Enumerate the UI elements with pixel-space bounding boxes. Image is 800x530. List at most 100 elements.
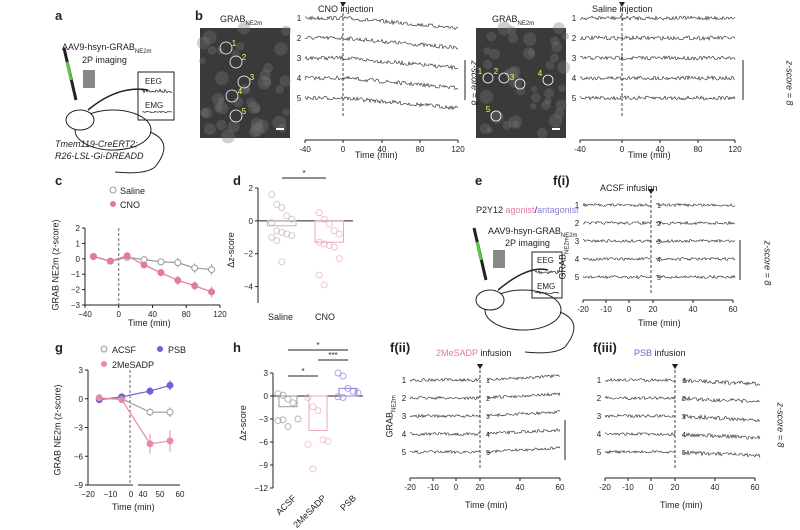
x-tick-label: -10 <box>600 305 612 314</box>
tissue-speckle <box>527 49 535 57</box>
mouse-tail-icon <box>114 131 165 174</box>
x-tick-label: 120 <box>213 310 227 319</box>
ylabel-text: GRAB <box>384 411 395 438</box>
trace-number-post: 3 <box>657 239 661 246</box>
virus-text: AAV9-hsyn-GRAB <box>62 42 135 52</box>
tissue-speckle <box>263 62 274 73</box>
h-bar-2MeSADP <box>308 395 328 431</box>
fiii-pre-trace <box>604 449 676 455</box>
g-point-2MeSADP <box>166 437 174 445</box>
y-tick-label: 1 <box>76 239 81 248</box>
tissue-speckle <box>523 32 537 46</box>
h-data-point <box>304 394 312 402</box>
d-cat-saline: Saline <box>268 312 294 322</box>
trace-number: 2 <box>597 394 602 403</box>
x-tick-label: -20 <box>599 483 611 492</box>
tissue-speckle <box>274 41 288 56</box>
roi-circle <box>229 109 243 123</box>
h-data-point <box>304 440 312 448</box>
h-sig-star: * <box>316 341 319 350</box>
x-tick-label: −10 <box>104 490 118 499</box>
trace-number-post: 1 <box>682 378 686 385</box>
trace-number: 3 <box>297 54 302 63</box>
roi-circle <box>490 110 502 122</box>
trace-number: 1 <box>297 14 302 23</box>
x-tick-label: 20 <box>649 305 658 314</box>
scale-bar <box>552 128 560 130</box>
fii-trace <box>486 446 561 454</box>
g-line-ACSF <box>99 398 170 413</box>
trace-number: 2 <box>297 34 302 43</box>
cno-trace <box>304 55 459 71</box>
y-tick-label: 0 <box>79 395 84 404</box>
trace-number-post: 2 <box>657 221 661 228</box>
fiii-xlabel: Time (min) <box>660 500 703 510</box>
tissue-speckle <box>237 22 251 35</box>
c-point-Saline <box>157 258 165 266</box>
eeg-cable <box>87 88 149 111</box>
roi-circle <box>498 72 510 84</box>
tissue-speckle <box>545 60 555 70</box>
fii-trace <box>486 374 561 382</box>
d-data-point <box>330 227 338 235</box>
tissue-speckle <box>531 92 541 103</box>
d-data-point <box>288 232 296 240</box>
psb-infusion-label: PSB infusion <box>634 348 686 358</box>
saline-arrow-icon <box>619 2 625 7</box>
tissue-speckle <box>251 104 261 114</box>
y-tick-label: 0 <box>76 255 81 264</box>
y-tick-label: −12 <box>254 484 268 493</box>
cno-two-photon-image <box>200 28 290 138</box>
fiii-trace <box>681 414 761 423</box>
tissue-speckle <box>483 47 491 55</box>
trace-number: 1 <box>402 376 407 385</box>
y-tick-label: −6 <box>74 452 84 461</box>
y-tick-label: −2 <box>244 250 254 259</box>
tissue-speckle <box>541 100 551 111</box>
tissue-speckle <box>275 85 285 94</box>
fii-pre-trace <box>409 431 481 437</box>
mesadp-infusion-label: 2MeSADP infusion <box>436 348 511 358</box>
x-tick-label: 20 <box>476 483 485 492</box>
img-title: GRAB <box>220 14 246 24</box>
roi-label: 4 <box>538 69 543 78</box>
h-data-point <box>294 415 302 423</box>
ylabel-text: GRAB <box>557 253 568 280</box>
fii-pre-trace <box>409 413 481 419</box>
fi-trace <box>655 238 736 244</box>
d-data-point <box>315 209 323 217</box>
trace-number-post: 2 <box>486 396 490 403</box>
fiii-pre-trace <box>604 432 676 436</box>
trace-number-post: 4 <box>682 432 686 439</box>
tissue-speckle <box>529 102 537 110</box>
saline-trace <box>579 95 736 101</box>
x-tick-label: 40 <box>378 145 387 154</box>
x-tick-label: 40 <box>139 490 148 499</box>
tissue-speckle <box>243 86 251 93</box>
tissue-speckle <box>554 108 565 119</box>
tissue-speckle <box>257 76 272 90</box>
tissue-speckle <box>502 120 512 130</box>
panel-label-b: b <box>195 8 203 23</box>
h-data-point <box>274 390 282 398</box>
x-tick-label: 80 <box>416 145 425 154</box>
d-data-point <box>283 212 291 220</box>
h-data-point <box>324 437 332 445</box>
g-ylabel: GRAB NE2m (z-score) <box>52 384 63 476</box>
x-tick-label: 40 <box>711 483 720 492</box>
trace-number: 2 <box>572 34 577 43</box>
mouse-head-icon <box>475 289 505 311</box>
trace-number: 4 <box>572 74 577 83</box>
trace-number: 4 <box>597 430 602 439</box>
fiii-trace <box>681 432 761 440</box>
drug: 2MeSADP <box>436 348 478 358</box>
d-data-point <box>268 219 276 226</box>
h-data-point <box>284 423 292 431</box>
legend-acsf: ACSF <box>112 345 137 355</box>
d-data-point <box>278 228 286 236</box>
tissue-speckle <box>250 122 265 137</box>
c-point-CNO <box>140 261 148 269</box>
roi-label: 5 <box>242 107 247 116</box>
h-data-point <box>274 417 282 425</box>
tissue-speckle <box>544 88 555 99</box>
